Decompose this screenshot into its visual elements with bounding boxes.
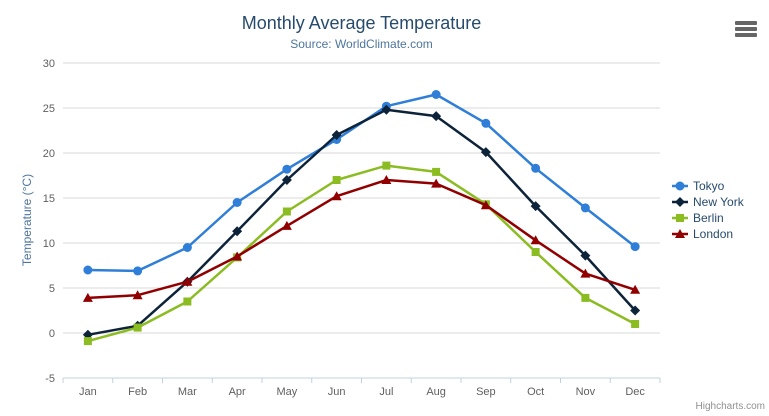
- legend-label: New York: [693, 195, 744, 209]
- legend-label: London: [693, 227, 734, 241]
- data-point-tokyo[interactable]: [481, 118, 491, 128]
- series-line-london[interactable]: [86, 178, 637, 300]
- legend-label: Tokyo: [693, 179, 725, 193]
- data-point-tokyo[interactable]: [232, 198, 242, 207]
- triangle-marker-glyph: [675, 229, 685, 238]
- data-point-london[interactable]: [530, 235, 541, 245]
- x-axis-category-label: Aug: [426, 386, 446, 398]
- circle-marker-glyph: [675, 181, 685, 191]
- data-point-london[interactable]: [82, 292, 93, 302]
- data-point-london[interactable]: [580, 268, 591, 278]
- legend-item-london[interactable]: London: [672, 226, 744, 242]
- data-point-new-york[interactable]: [281, 175, 292, 185]
- y-axis-tick-label: 25: [43, 103, 55, 115]
- x-axis-category-label: Apr: [229, 386, 246, 398]
- data-point-new-york[interactable]: [530, 201, 541, 212]
- data-point-berlin[interactable]: [332, 176, 341, 184]
- data-point-berlin[interactable]: [133, 323, 142, 332]
- circle-marker-icon: [672, 181, 688, 191]
- series-line-new-york[interactable]: [86, 108, 637, 337]
- triangle-marker-icon: [672, 229, 688, 238]
- data-point-berlin[interactable]: [382, 161, 391, 170]
- series-line-tokyo[interactable]: [86, 93, 637, 273]
- x-axis-category-label: Oct: [527, 386, 544, 398]
- square-marker-icon: [672, 214, 688, 222]
- x-axis-category-label: Nov: [576, 386, 596, 398]
- data-point-berlin[interactable]: [581, 293, 590, 302]
- data-point-london[interactable]: [431, 178, 442, 188]
- x-axis-category-label: Sep: [476, 386, 496, 398]
- data-point-london[interactable]: [381, 175, 392, 184]
- x-axis-category-label: Mar: [178, 386, 197, 398]
- data-point-new-york[interactable]: [331, 130, 342, 140]
- legend-label: Berlin: [693, 211, 724, 225]
- y-axis-tick-label: -5: [45, 373, 55, 385]
- x-axis-category-label: Jan: [79, 386, 97, 398]
- data-point-berlin[interactable]: [83, 337, 92, 346]
- data-point-london[interactable]: [182, 276, 193, 286]
- data-point-tokyo[interactable]: [431, 90, 441, 99]
- data-point-berlin[interactable]: [432, 167, 441, 176]
- data-point-berlin[interactable]: [183, 297, 192, 306]
- diamond-marker-glyph: [675, 197, 685, 207]
- y-axis-title: Temperature (°C): [20, 173, 34, 267]
- data-point-tokyo[interactable]: [83, 265, 93, 275]
- y-axis-tick-label: 30: [43, 58, 55, 70]
- hamburger-menu-icon: [735, 21, 757, 25]
- legend: Tokyo New York Berlin London: [672, 178, 744, 242]
- square-marker-glyph: [676, 214, 684, 222]
- diamond-marker-icon: [672, 197, 688, 207]
- data-point-new-york[interactable]: [480, 147, 491, 158]
- data-point-new-york[interactable]: [580, 250, 591, 261]
- data-point-new-york[interactable]: [431, 111, 442, 122]
- data-point-tokyo[interactable]: [133, 266, 143, 276]
- data-point-london[interactable]: [232, 251, 243, 261]
- x-axis-category-label: Dec: [625, 386, 645, 398]
- data-point-new-york[interactable]: [630, 305, 641, 316]
- hamburger-menu-icon: [735, 27, 757, 31]
- y-axis-tick-label: 20: [43, 148, 55, 160]
- data-point-london[interactable]: [331, 191, 342, 201]
- y-axis-tick-label: 15: [43, 193, 55, 205]
- data-point-london[interactable]: [281, 220, 292, 230]
- data-point-tokyo[interactable]: [630, 242, 640, 252]
- y-axis-tick-label: 5: [49, 283, 55, 295]
- hamburger-menu-icon: [735, 33, 757, 37]
- credits-link[interactable]: Highcharts.com: [695, 401, 765, 412]
- data-point-berlin[interactable]: [531, 248, 540, 256]
- data-point-tokyo[interactable]: [282, 164, 292, 174]
- legend-item-tokyo[interactable]: Tokyo: [672, 178, 744, 194]
- x-axis-category-label: Jun: [328, 386, 346, 398]
- data-point-tokyo[interactable]: [531, 163, 541, 173]
- data-point-london[interactable]: [630, 284, 641, 294]
- export-menu-button[interactable]: [735, 21, 757, 37]
- data-point-london[interactable]: [132, 290, 143, 300]
- data-point-tokyo[interactable]: [580, 203, 590, 213]
- chart-title: Monthly Average Temperature: [241, 13, 482, 33]
- x-axis-category-label: Feb: [128, 386, 147, 398]
- data-point-london[interactable]: [480, 200, 491, 210]
- y-axis-tick-label: 10: [43, 238, 55, 250]
- series-line-berlin[interactable]: [86, 164, 637, 343]
- y-axis-tick-label: 0: [49, 328, 55, 340]
- data-point-new-york[interactable]: [381, 104, 392, 115]
- chart-subtitle: Source: WorldClimate.com: [290, 37, 433, 51]
- data-point-tokyo[interactable]: [182, 243, 192, 252]
- data-point-berlin[interactable]: [282, 207, 291, 216]
- legend-item-berlin[interactable]: Berlin: [672, 210, 744, 226]
- x-axis-category-label: May: [276, 386, 297, 398]
- data-point-berlin[interactable]: [631, 320, 640, 328]
- x-axis-category-label: Jul: [379, 386, 393, 398]
- data-point-new-york[interactable]: [232, 226, 243, 237]
- legend-item-new-york[interactable]: New York: [672, 194, 744, 210]
